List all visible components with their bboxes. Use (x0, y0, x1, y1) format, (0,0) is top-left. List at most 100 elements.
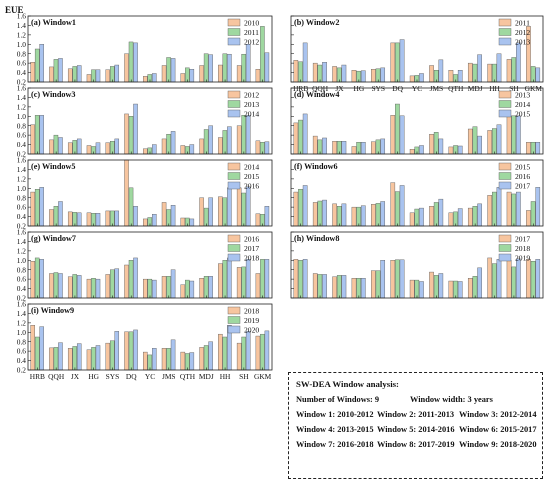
bar-sys-2014 (105, 210, 110, 227)
bar-gkm-2018 (255, 335, 261, 371)
bar-sys-2013 (371, 141, 376, 155)
bar-hrb-2020 (39, 326, 44, 371)
y-tick-label: 1.6 (17, 228, 27, 237)
y-tick-label: 1.0 (17, 256, 27, 265)
bar-hg-2019 (91, 347, 96, 371)
legend-swatch (227, 253, 241, 262)
bar-hg-2016 (95, 213, 101, 227)
bar-hg-2016 (356, 206, 361, 227)
bar-gkm-2010 (255, 69, 261, 83)
panel-title: (c) Window3 (31, 90, 76, 99)
y-tick-label: 0.8 (17, 49, 27, 58)
bar-mdj-2012 (199, 138, 204, 155)
bar-qqh-2011 (312, 62, 318, 83)
bar-yc-2018 (414, 279, 420, 299)
bar-qth-2011 (448, 70, 454, 83)
window-range-5: Window 5: 2014-2016 (377, 425, 455, 434)
bar-jms-2012 (161, 138, 167, 155)
y-tick-label: 0.8 (17, 265, 27, 274)
analysis-row-2: Window 4: 2013-2015 Window 5: 2014-2016 Wi… (296, 422, 537, 437)
bar-sys-2010 (105, 69, 110, 83)
chart-panel-1: 0.20.40.60.81.01.21.41.6(a) Window1 20102… (17, 12, 273, 87)
x-tick-label: DQ (392, 84, 403, 93)
bar-jx-2015 (332, 203, 337, 227)
bar-hg-2018 (86, 349, 92, 371)
y-tick-label: 1.4 (17, 309, 27, 318)
legend-swatch (227, 234, 241, 243)
y-tick-label: 0.8 (17, 193, 27, 202)
bar-qqh-2013 (53, 134, 59, 155)
x-tick-label: HG (354, 84, 365, 93)
bar-qqh-2012 (58, 58, 63, 83)
window-analysis-box: SW-DEA Window analysis: Number of Window… (288, 372, 543, 479)
bar-sh-2012 (236, 125, 242, 155)
bar-hh-2011 (222, 53, 228, 83)
legend-swatch (227, 325, 241, 334)
bar-hg-2010 (86, 74, 92, 83)
bar-mdj-2012 (472, 63, 478, 83)
bar-hrb-2017 (293, 259, 299, 299)
bar-qqh-2013 (322, 62, 327, 83)
bar-hrb-2017 (34, 257, 40, 299)
bar-mdj-2019 (477, 267, 482, 299)
bar-hh-2011 (487, 63, 493, 83)
bar-qth-2020 (189, 352, 195, 371)
bar-jx-2017 (332, 276, 337, 299)
bar-sh-2019 (241, 336, 246, 371)
bar-dq-2011 (390, 42, 396, 83)
bar-gkm-2017 (535, 187, 541, 227)
bar-hh-2018 (492, 263, 497, 299)
legend-swatch (227, 162, 241, 171)
bar-sh-2014 (511, 115, 517, 155)
bar-qth-2013 (448, 146, 454, 155)
bar-mdj-2014 (472, 126, 478, 155)
bar-yc-2012 (143, 148, 148, 155)
x-tick-label: QQH (48, 372, 65, 381)
bar-jx-2014 (67, 211, 73, 227)
bar-jx-2019 (72, 346, 77, 371)
bar-hrb-2015 (34, 189, 40, 227)
y-tick-label: 0.4 (17, 356, 27, 365)
bar-hh-2017 (487, 257, 493, 299)
bar-mdj-2017 (477, 203, 482, 227)
bar-hh-2012 (492, 63, 497, 83)
bar-hrb-2015 (293, 191, 299, 227)
bar-hh-2014 (492, 128, 497, 155)
bar-jms-2013 (429, 133, 434, 155)
legend-swatch (498, 37, 512, 46)
bar-gkm-2018 (264, 259, 270, 299)
y-tick-label: 0.4 (17, 212, 27, 221)
bar-hh-2017 (496, 187, 502, 227)
legend-swatch (227, 28, 241, 36)
legend-label: 2015 (515, 162, 530, 171)
y-tick-label: 1.4 (17, 237, 27, 246)
bar-dq-2012 (395, 42, 400, 83)
bar-qqh-2020 (58, 342, 63, 371)
bar-gkm-2019 (260, 333, 265, 371)
y-tick-label: 1.2 (17, 246, 27, 255)
chart-panel-3: 0.20.40.60.81.01.21.41.6(c) Window3 20122… (17, 84, 273, 159)
x-tick-label: MDJ (199, 372, 214, 381)
legend-swatch (498, 100, 512, 108)
bar-mdj-2020 (208, 341, 213, 371)
window-range-7: Window 7: 2016-2018 (296, 440, 374, 449)
y-tick-label: 0.6 (17, 59, 27, 68)
bar-gkm-2015 (526, 210, 531, 227)
x-tick-label: HG (88, 372, 99, 381)
y-tick-label: 1.0 (17, 328, 27, 337)
panel-title: (a) Window1 (31, 18, 76, 27)
bar-sh-2013 (516, 42, 521, 83)
bar-hg-2017 (351, 278, 357, 299)
bar-jx-2018 (76, 275, 82, 299)
bar-mdj-2017 (467, 278, 473, 299)
bar-jx-2018 (67, 348, 73, 371)
x-tick-label: JMS (162, 372, 176, 381)
bar-yc-2016 (152, 214, 157, 227)
bar-jms-2018 (161, 348, 167, 371)
x-tick-label: HH (489, 84, 500, 93)
bar-hrb-2012 (39, 44, 44, 83)
bar-hg-2014 (86, 212, 92, 227)
